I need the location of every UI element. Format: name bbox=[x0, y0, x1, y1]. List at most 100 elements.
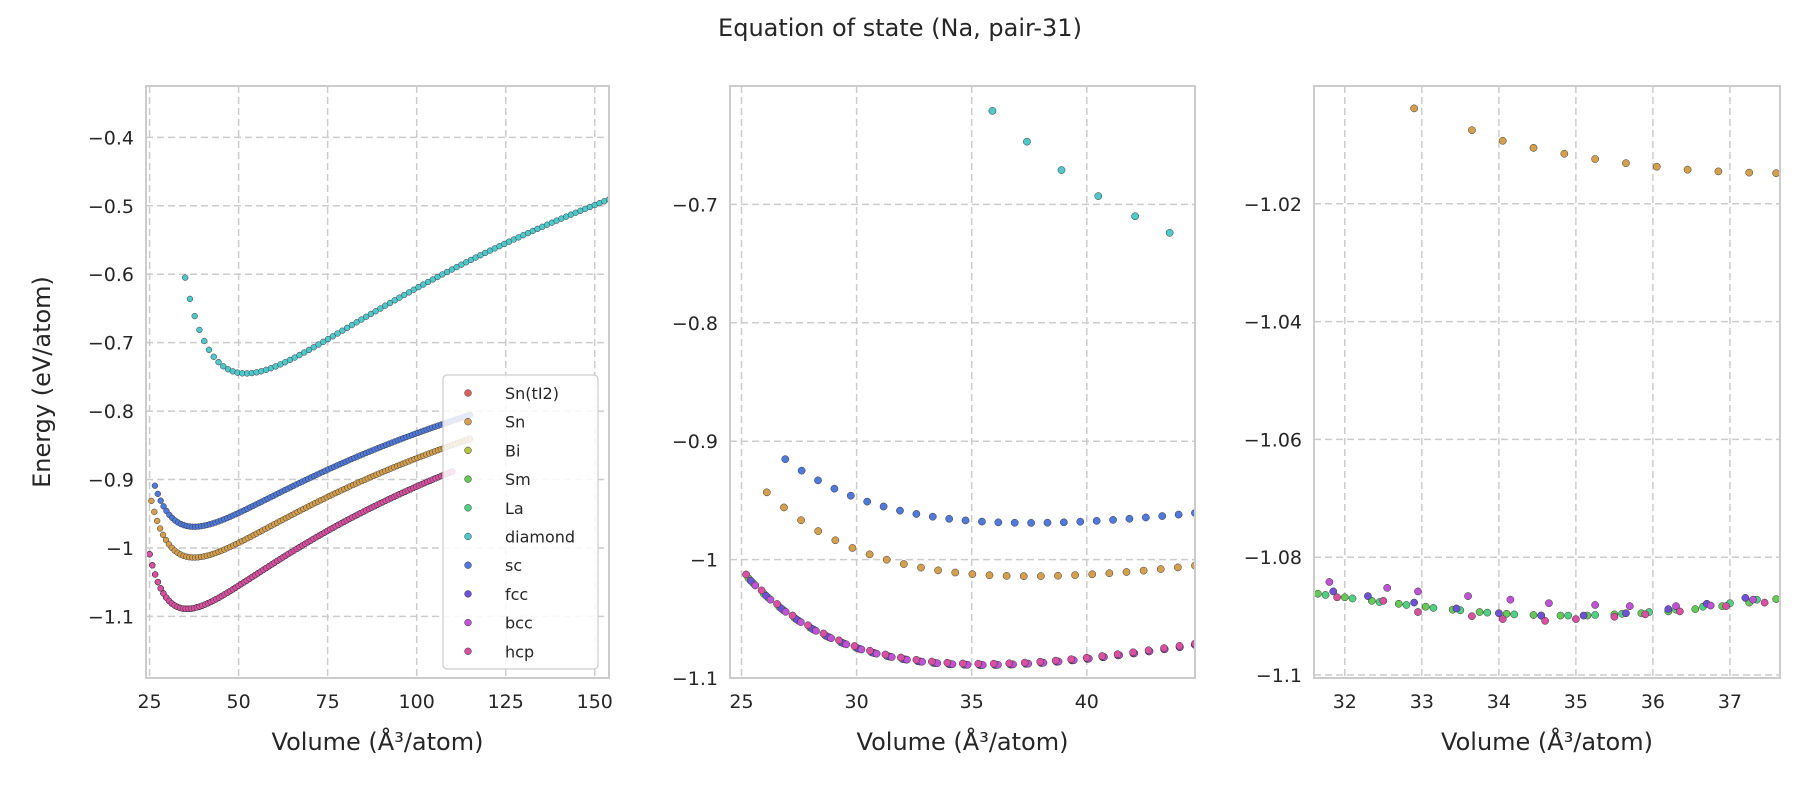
point-diamond bbox=[1165, 228, 1174, 237]
point-bcc bbox=[1325, 578, 1334, 586]
x-tick-label: 25 bbox=[137, 691, 161, 713]
point-diamond bbox=[315, 341, 322, 348]
legend-box bbox=[442, 374, 599, 670]
point-bcc bbox=[1545, 599, 1553, 608]
point-hcp bbox=[154, 578, 162, 586]
point-hcp bbox=[1572, 615, 1580, 623]
point-bcc bbox=[1383, 584, 1392, 592]
points bbox=[742, 107, 1195, 669]
point-hcp bbox=[1005, 659, 1014, 668]
legend-item-diamond: diamond bbox=[464, 528, 575, 547]
point-sc bbox=[814, 476, 822, 485]
point-diamond bbox=[334, 330, 341, 337]
y-tick-label: −1 bbox=[690, 550, 718, 572]
point-diamond bbox=[1023, 137, 1031, 146]
y-tick-label: −1 bbox=[106, 538, 134, 560]
point-sc bbox=[846, 491, 855, 500]
points bbox=[1314, 104, 1780, 625]
legend-marker bbox=[464, 418, 472, 426]
point-sn bbox=[162, 536, 170, 544]
point-sn bbox=[1591, 155, 1599, 163]
point-sc bbox=[160, 503, 167, 510]
point-diamond bbox=[182, 274, 189, 281]
point-sm bbox=[1340, 593, 1349, 602]
point-bcc bbox=[1591, 601, 1599, 609]
series-diamond bbox=[182, 196, 609, 377]
point-bcc bbox=[1706, 601, 1715, 610]
point-sm bbox=[1529, 611, 1538, 619]
point-sm bbox=[1691, 605, 1700, 613]
y-tick-label: −1.06 bbox=[1244, 429, 1302, 451]
legend-marker bbox=[464, 618, 472, 627]
y-tick-label: −0.8 bbox=[672, 313, 718, 335]
legend-label: sc bbox=[505, 556, 522, 575]
point-hcp bbox=[1498, 615, 1507, 623]
point-sc bbox=[1125, 514, 1134, 523]
legend-label: diamond bbox=[505, 528, 575, 547]
point-diamond bbox=[210, 353, 217, 360]
point-hcp bbox=[788, 611, 797, 620]
point-diamond bbox=[310, 344, 317, 351]
point-hcp bbox=[1144, 646, 1153, 655]
point-bcc bbox=[781, 607, 790, 616]
legend-label: Sm bbox=[505, 470, 531, 489]
point-diamond bbox=[220, 363, 227, 370]
point-diamond bbox=[415, 283, 422, 291]
point-diamond bbox=[382, 302, 389, 309]
point-sn bbox=[865, 550, 874, 559]
point-hcp bbox=[1113, 650, 1122, 659]
point-hcp bbox=[1541, 617, 1549, 625]
point-hcp bbox=[149, 562, 156, 569]
point-diamond bbox=[988, 107, 997, 115]
y-tick-label: −1.1 bbox=[1256, 665, 1302, 687]
point-diamond bbox=[377, 305, 384, 312]
legend-marker bbox=[464, 647, 472, 655]
legend-item-sn: Sn bbox=[464, 413, 525, 432]
x-tick-label: 30 bbox=[845, 691, 869, 713]
point-sm bbox=[1502, 609, 1511, 618]
point-hcp bbox=[897, 653, 905, 662]
point-sn bbox=[985, 571, 994, 580]
x-axis-label: Volume (Å³/atom) bbox=[272, 727, 484, 756]
point-hcp bbox=[1333, 593, 1341, 602]
point-diamond bbox=[196, 326, 203, 334]
point-bcc bbox=[812, 626, 820, 635]
y-tick-label: −0.5 bbox=[88, 196, 134, 218]
point-hcp bbox=[773, 600, 781, 608]
point-sn bbox=[1019, 572, 1028, 581]
point-sc bbox=[1092, 517, 1101, 525]
point-sn bbox=[1652, 162, 1661, 171]
point-sn bbox=[159, 531, 167, 538]
point-bcc bbox=[796, 618, 805, 626]
point-sn bbox=[814, 527, 823, 535]
figure-suptitle: Equation of state (Na, pair-31) bbox=[718, 14, 1082, 42]
point-sc bbox=[912, 510, 921, 518]
x-tick-label: 35 bbox=[1564, 691, 1588, 713]
legend-label: hcp bbox=[505, 642, 534, 661]
point-bcc bbox=[1414, 587, 1422, 596]
point-hcp bbox=[1175, 642, 1184, 650]
point-sn bbox=[148, 497, 155, 505]
point-diamond bbox=[191, 312, 198, 320]
point-sn bbox=[848, 544, 857, 552]
x-tick-label: 25 bbox=[729, 691, 753, 713]
point-sc bbox=[797, 466, 806, 475]
point-la bbox=[1591, 611, 1599, 619]
point-diamond bbox=[420, 281, 427, 288]
point-sn bbox=[917, 563, 925, 572]
legend-item-bi: Bi bbox=[464, 441, 520, 460]
axes-frame bbox=[1313, 85, 1781, 679]
point-sn bbox=[1037, 572, 1045, 580]
x-axis-label: Volume (Å³/atom) bbox=[857, 727, 1069, 756]
legend-label: Sn bbox=[505, 413, 525, 432]
x-tick-label: 100 bbox=[399, 691, 435, 713]
point-hcp bbox=[1379, 596, 1388, 605]
point-sc bbox=[781, 455, 790, 464]
point-sc bbox=[1060, 518, 1068, 527]
point-hcp bbox=[881, 650, 890, 659]
legend-marker bbox=[464, 446, 472, 455]
point-sn bbox=[1002, 572, 1011, 580]
point-sc bbox=[1174, 510, 1183, 519]
point-sc bbox=[863, 497, 872, 506]
